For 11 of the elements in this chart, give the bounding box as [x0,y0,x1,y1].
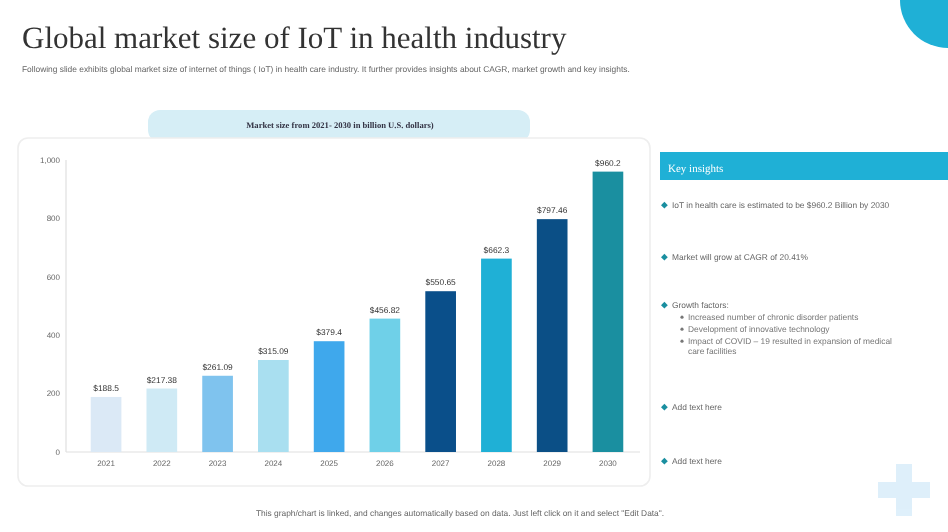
bar [481,258,512,452]
bar [536,219,568,452]
bar [146,388,178,452]
bar [369,318,401,452]
bar [592,171,624,452]
bar [425,291,456,452]
chart-title: Global market size of IoT in health industry [22,22,567,56]
bar [313,341,345,452]
bar [90,396,122,452]
bar [258,359,289,452]
bar [202,375,233,452]
